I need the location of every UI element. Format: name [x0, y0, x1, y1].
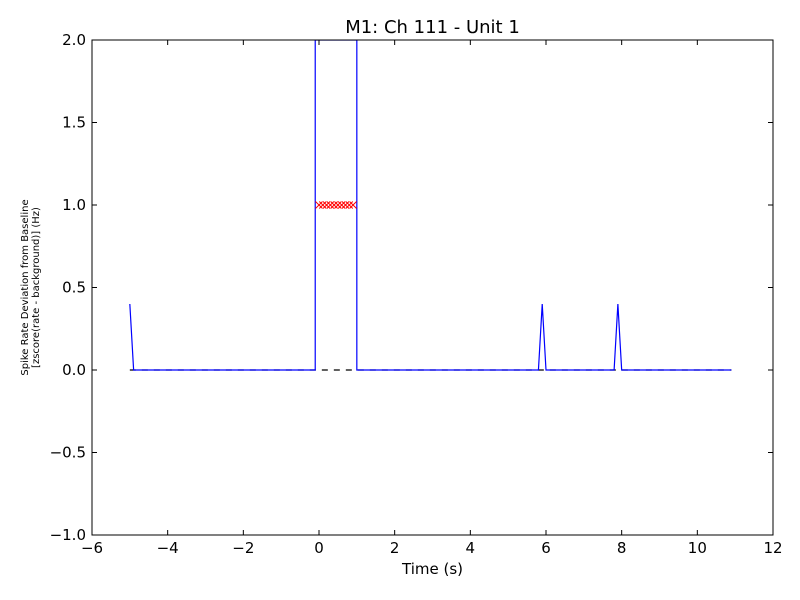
chart-title: M1: Ch 111 - Unit 1: [345, 17, 520, 38]
y-tick-label: 1.5: [62, 114, 86, 132]
x-marker-stroke: [337, 201, 346, 209]
y-tick-label: −1.0: [50, 526, 86, 544]
x-tick-label: 0: [314, 539, 324, 557]
x-tick-label: 12: [763, 539, 782, 557]
x-marker-stroke: [322, 201, 331, 209]
x-tick-label: −4: [157, 539, 179, 557]
series-layer: [129, 40, 732, 371]
x-tick-label: 4: [466, 539, 476, 557]
y-tick-label: 2.0: [62, 31, 86, 49]
x-tick-label: 2: [390, 539, 400, 557]
x-marker: [345, 201, 354, 209]
x-marker-stroke: [334, 201, 342, 209]
x-marker: [330, 201, 338, 209]
x-marker: [349, 201, 357, 209]
x-marker-stroke: [341, 201, 350, 209]
x-marker: [318, 201, 327, 209]
y-tick-label: 0.0: [62, 361, 86, 379]
x-marker: [341, 201, 350, 209]
y-tick-label: −0.5: [50, 444, 86, 462]
tick-layer: −6 −4 −2 0 2 4 6 8 10 12 −1.0 −0.5 0.0 0.5 1.0 1.5 2.0: [50, 31, 783, 557]
x-marker-stroke: [326, 201, 335, 209]
x-marker-stroke: [349, 201, 357, 209]
x-marker: [322, 201, 331, 209]
plot-area-background: [92, 40, 773, 535]
x-tick-label: 6: [541, 539, 551, 557]
x-marker-stroke: [315, 201, 323, 209]
x-marker: [315, 201, 323, 209]
x-tick-label: −2: [232, 539, 254, 557]
y-tick-label: 0.5: [62, 279, 86, 297]
y-axis-label-line-1: Spike Rate Deviation from Baseline: [20, 199, 31, 375]
x-marker-stroke: [345, 201, 354, 209]
x-marker: [326, 201, 335, 209]
x-tick-label: 8: [617, 539, 627, 557]
x-marker-stroke: [318, 201, 327, 209]
x-marker: [337, 201, 346, 209]
x-tick-label: 10: [688, 539, 707, 557]
spike-rate-line: [129, 40, 732, 371]
x-marker-stroke: [330, 201, 338, 209]
y-tick-label: 1.0: [62, 196, 86, 214]
x-marker: [334, 201, 342, 209]
x-axis-label: Time (s): [401, 560, 463, 578]
y-axis-label-line-2: [zscore(rate - background)] (Hz): [31, 207, 42, 368]
x-tick-label: −6: [81, 539, 103, 557]
